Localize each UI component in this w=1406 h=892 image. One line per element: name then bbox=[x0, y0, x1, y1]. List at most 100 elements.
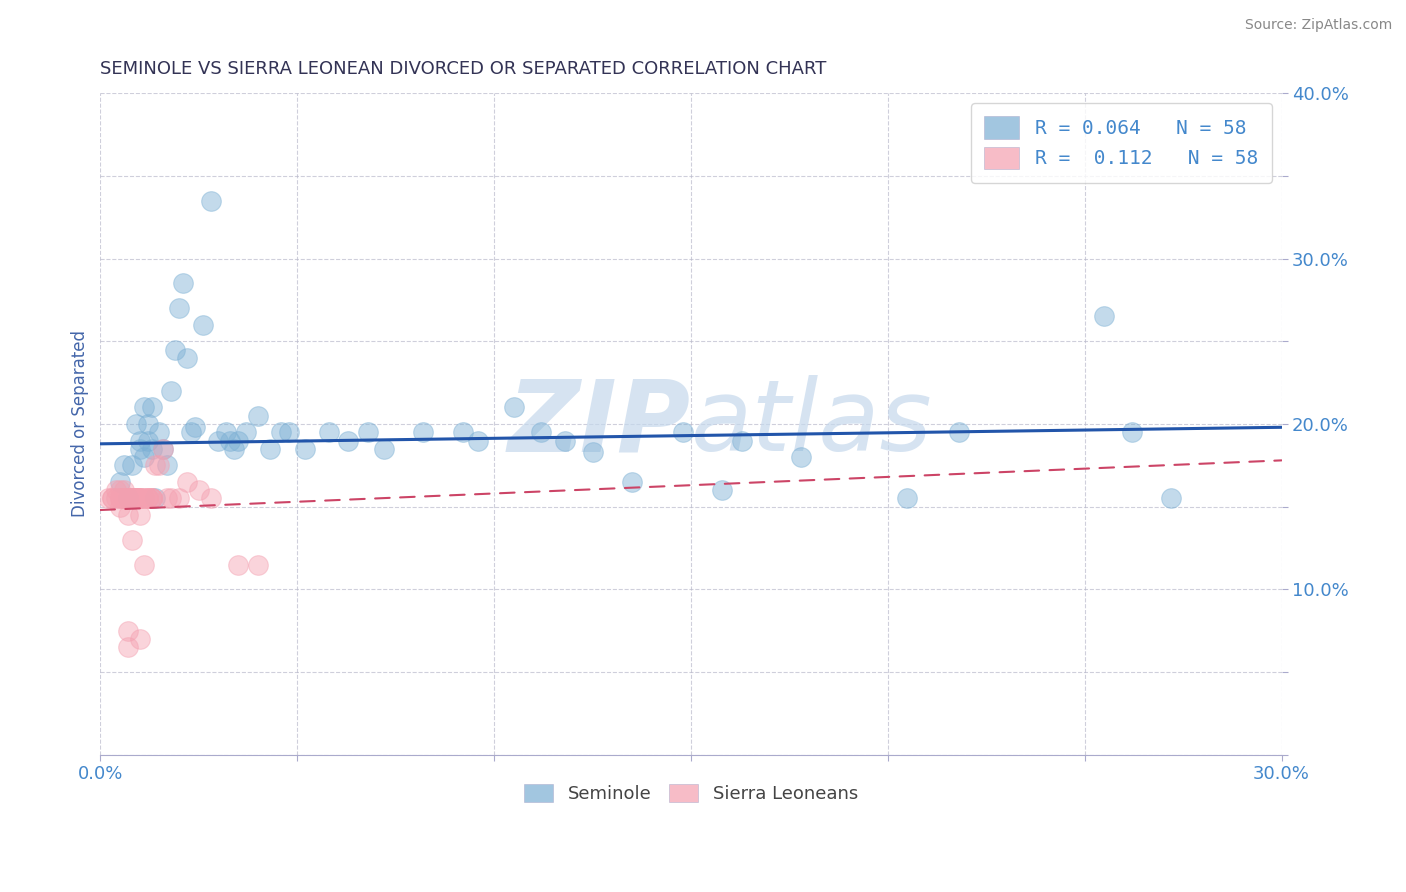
Point bbox=[128, 491, 150, 506]
Point bbox=[152, 442, 174, 456]
Point bbox=[101, 491, 124, 506]
Point bbox=[112, 491, 135, 506]
Point bbox=[121, 491, 143, 506]
Point bbox=[108, 491, 131, 506]
Point bbox=[180, 425, 202, 440]
Point bbox=[136, 491, 159, 506]
Point bbox=[132, 491, 155, 506]
Point bbox=[270, 425, 292, 440]
Point bbox=[259, 442, 281, 456]
Point bbox=[125, 491, 148, 506]
Point bbox=[731, 434, 754, 448]
Point bbox=[141, 442, 163, 456]
Point bbox=[108, 483, 131, 498]
Point bbox=[121, 491, 143, 506]
Point bbox=[711, 483, 734, 498]
Point bbox=[790, 450, 813, 464]
Y-axis label: Divorced or Separated: Divorced or Separated bbox=[72, 330, 89, 517]
Point bbox=[672, 425, 695, 440]
Point bbox=[141, 491, 163, 506]
Point bbox=[125, 491, 148, 506]
Point bbox=[128, 491, 150, 506]
Point bbox=[207, 434, 229, 448]
Point bbox=[132, 450, 155, 464]
Point bbox=[224, 442, 246, 456]
Point bbox=[412, 425, 434, 440]
Point bbox=[132, 401, 155, 415]
Point bbox=[112, 491, 135, 506]
Point bbox=[105, 483, 128, 498]
Point bbox=[451, 425, 474, 440]
Point bbox=[128, 442, 150, 456]
Point bbox=[502, 401, 524, 415]
Point bbox=[145, 458, 167, 473]
Point bbox=[121, 458, 143, 473]
Point bbox=[278, 425, 301, 440]
Point bbox=[108, 491, 131, 506]
Point bbox=[141, 491, 163, 506]
Point bbox=[136, 434, 159, 448]
Point bbox=[125, 491, 148, 506]
Point bbox=[226, 558, 249, 572]
Point bbox=[200, 194, 222, 208]
Point bbox=[160, 491, 183, 506]
Text: SEMINOLE VS SIERRA LEONEAN DIVORCED OR SEPARATED CORRELATION CHART: SEMINOLE VS SIERRA LEONEAN DIVORCED OR S… bbox=[100, 60, 827, 78]
Point bbox=[132, 491, 155, 506]
Point bbox=[167, 491, 190, 506]
Point bbox=[117, 508, 139, 522]
Point bbox=[246, 558, 269, 572]
Point bbox=[581, 445, 603, 459]
Point bbox=[136, 491, 159, 506]
Point bbox=[896, 491, 918, 506]
Point bbox=[554, 434, 576, 448]
Point bbox=[141, 491, 163, 506]
Point bbox=[145, 491, 167, 506]
Point bbox=[125, 417, 148, 431]
Point bbox=[152, 442, 174, 456]
Point bbox=[191, 318, 214, 332]
Point bbox=[101, 491, 124, 506]
Point bbox=[117, 491, 139, 506]
Point bbox=[1092, 310, 1115, 324]
Point bbox=[117, 491, 139, 506]
Point bbox=[112, 491, 135, 506]
Point bbox=[97, 491, 120, 506]
Point bbox=[156, 491, 179, 506]
Point bbox=[128, 434, 150, 448]
Point bbox=[172, 277, 194, 291]
Point bbox=[167, 301, 190, 315]
Point bbox=[117, 624, 139, 638]
Point bbox=[117, 640, 139, 655]
Point bbox=[148, 425, 170, 440]
Point bbox=[948, 425, 970, 440]
Point bbox=[530, 425, 553, 440]
Point bbox=[117, 491, 139, 506]
Text: Source: ZipAtlas.com: Source: ZipAtlas.com bbox=[1244, 18, 1392, 32]
Point bbox=[136, 491, 159, 506]
Point bbox=[112, 483, 135, 498]
Point bbox=[294, 442, 316, 456]
Text: ZIP: ZIP bbox=[508, 376, 690, 473]
Point bbox=[132, 558, 155, 572]
Point bbox=[117, 491, 139, 506]
Point bbox=[215, 425, 238, 440]
Point bbox=[1121, 425, 1143, 440]
Point bbox=[226, 434, 249, 448]
Point bbox=[318, 425, 340, 440]
Point bbox=[105, 491, 128, 506]
Point bbox=[125, 491, 148, 506]
Point bbox=[117, 491, 139, 506]
Point bbox=[128, 508, 150, 522]
Legend: Seminole, Sierra Leoneans: Seminole, Sierra Leoneans bbox=[515, 774, 868, 812]
Point bbox=[165, 343, 187, 357]
Point bbox=[160, 384, 183, 398]
Point bbox=[112, 458, 135, 473]
Point bbox=[117, 491, 139, 506]
Point bbox=[156, 458, 179, 473]
Point bbox=[219, 434, 242, 448]
Point bbox=[121, 491, 143, 506]
Point bbox=[125, 491, 148, 506]
Point bbox=[176, 351, 198, 365]
Point bbox=[620, 475, 643, 489]
Point bbox=[148, 458, 170, 473]
